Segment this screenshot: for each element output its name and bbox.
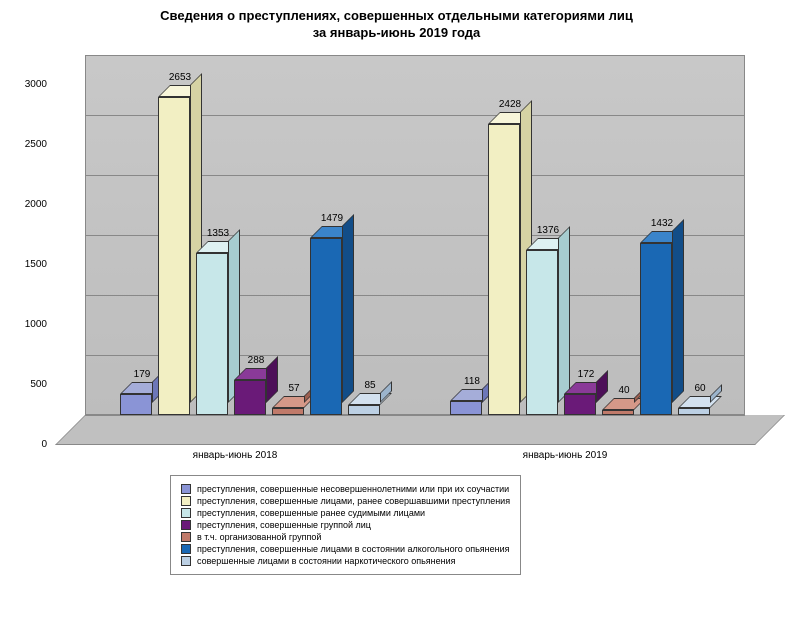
ytick-label: 3000 [7,79,47,90]
bar-front [120,394,152,415]
legend-label: преступления, совершенные лицами, ранее … [197,496,510,506]
legend-label: преступления, совершенные группой лиц [197,520,371,530]
legend-swatch [181,544,191,554]
legend-swatch [181,484,191,494]
legend-label: совершенные лицами в состоянии наркотиче… [197,556,456,566]
legend-swatch [181,520,191,530]
legend-label: преступления, совершенные несовершенноле… [197,484,509,494]
legend-item: преступления, совершенные ранее судимыми… [181,508,510,518]
bar-side [558,226,570,403]
bar: 179 [120,394,152,415]
bar-value-label: 1353 [203,228,233,239]
legend-item: преступления, совершенные лицами, ранее … [181,496,510,506]
legend-item: в т.ч. организованной группой [181,532,510,542]
legend-swatch [181,508,191,518]
legend-item: совершенные лицами в состоянии наркотиче… [181,556,510,566]
bar-side [672,219,684,403]
bar-value-label: 172 [571,369,601,380]
chart-title: Сведения о преступлениях, совершенных от… [0,0,793,46]
bar-value-label: 40 [609,385,639,396]
bar-value-label: 1376 [533,225,563,236]
bar: 57 [272,408,304,415]
ytick-label: 500 [7,379,47,390]
bar: 40 [602,410,634,415]
bar: 1376 [526,250,558,415]
bar-front [196,253,228,415]
title-line2: за январь-июнь 2019 года [313,25,480,40]
bar-front [310,238,342,415]
bar-front [526,250,558,415]
bar-value-label: 288 [241,355,271,366]
bar-front [158,97,190,415]
bar-front [272,408,304,415]
bar-front [564,394,596,415]
bar: 118 [450,401,482,415]
legend-label: преступления, совершенные лицами в состо… [197,544,510,554]
ytick-label: 2000 [7,199,47,210]
bar-value-label: 60 [685,383,715,394]
bar: 2653 [158,97,190,415]
bar: 172 [564,394,596,415]
legend-swatch [181,532,191,542]
ytick-label: 0 [7,439,47,450]
bar-value-label: 179 [127,369,157,380]
title-line1: Сведения о преступлениях, совершенных от… [160,8,633,23]
legend-item: преступления, совершенные группой лиц [181,520,510,530]
bar: 1432 [640,243,672,415]
bar-front [348,405,380,415]
bar: 85 [348,405,380,415]
ytick-label: 1500 [7,259,47,270]
legend-item: преступления, совершенные лицами в состо… [181,544,510,554]
ytick-label: 2500 [7,139,47,150]
ytick-label: 1000 [7,319,47,330]
bar-front [450,401,482,415]
x-category-label: январь-июнь 2018 [105,450,365,461]
bar: 1353 [196,253,228,415]
bar-front [602,410,634,415]
bar: 2428 [488,124,520,415]
legend-label: преступления, совершенные ранее судимыми… [197,508,425,518]
bar: 1479 [310,238,342,415]
legend: преступления, совершенные несовершенноле… [170,475,521,575]
bar: 60 [678,408,710,415]
x-category-label: январь-июнь 2019 [435,450,695,461]
bar-front [488,124,520,415]
plot-area: 1792653135328857147985118242813761724014… [55,55,755,445]
bar-value-label: 57 [279,383,309,394]
gridline [85,55,745,56]
bar-side [342,214,354,403]
bar-value-label: 118 [457,376,487,387]
bar-value-label: 85 [355,380,385,391]
legend-item: преступления, совершенные несовершенноле… [181,484,510,494]
chart-container: Сведения о преступлениях, совершенных от… [0,0,793,617]
bar-front [640,243,672,415]
legend-label: в т.ч. организованной группой [197,532,321,542]
bar-value-label: 1479 [317,213,347,224]
plot-floor [55,415,785,445]
bar-front [234,380,266,415]
legend-swatch [181,496,191,506]
bar-front [678,408,710,415]
bar: 288 [234,380,266,415]
bar-value-label: 1432 [647,218,677,229]
gridline [85,415,745,416]
legend-swatch [181,556,191,566]
bar-value-label: 2653 [165,72,195,83]
bar-value-label: 2428 [495,99,525,110]
